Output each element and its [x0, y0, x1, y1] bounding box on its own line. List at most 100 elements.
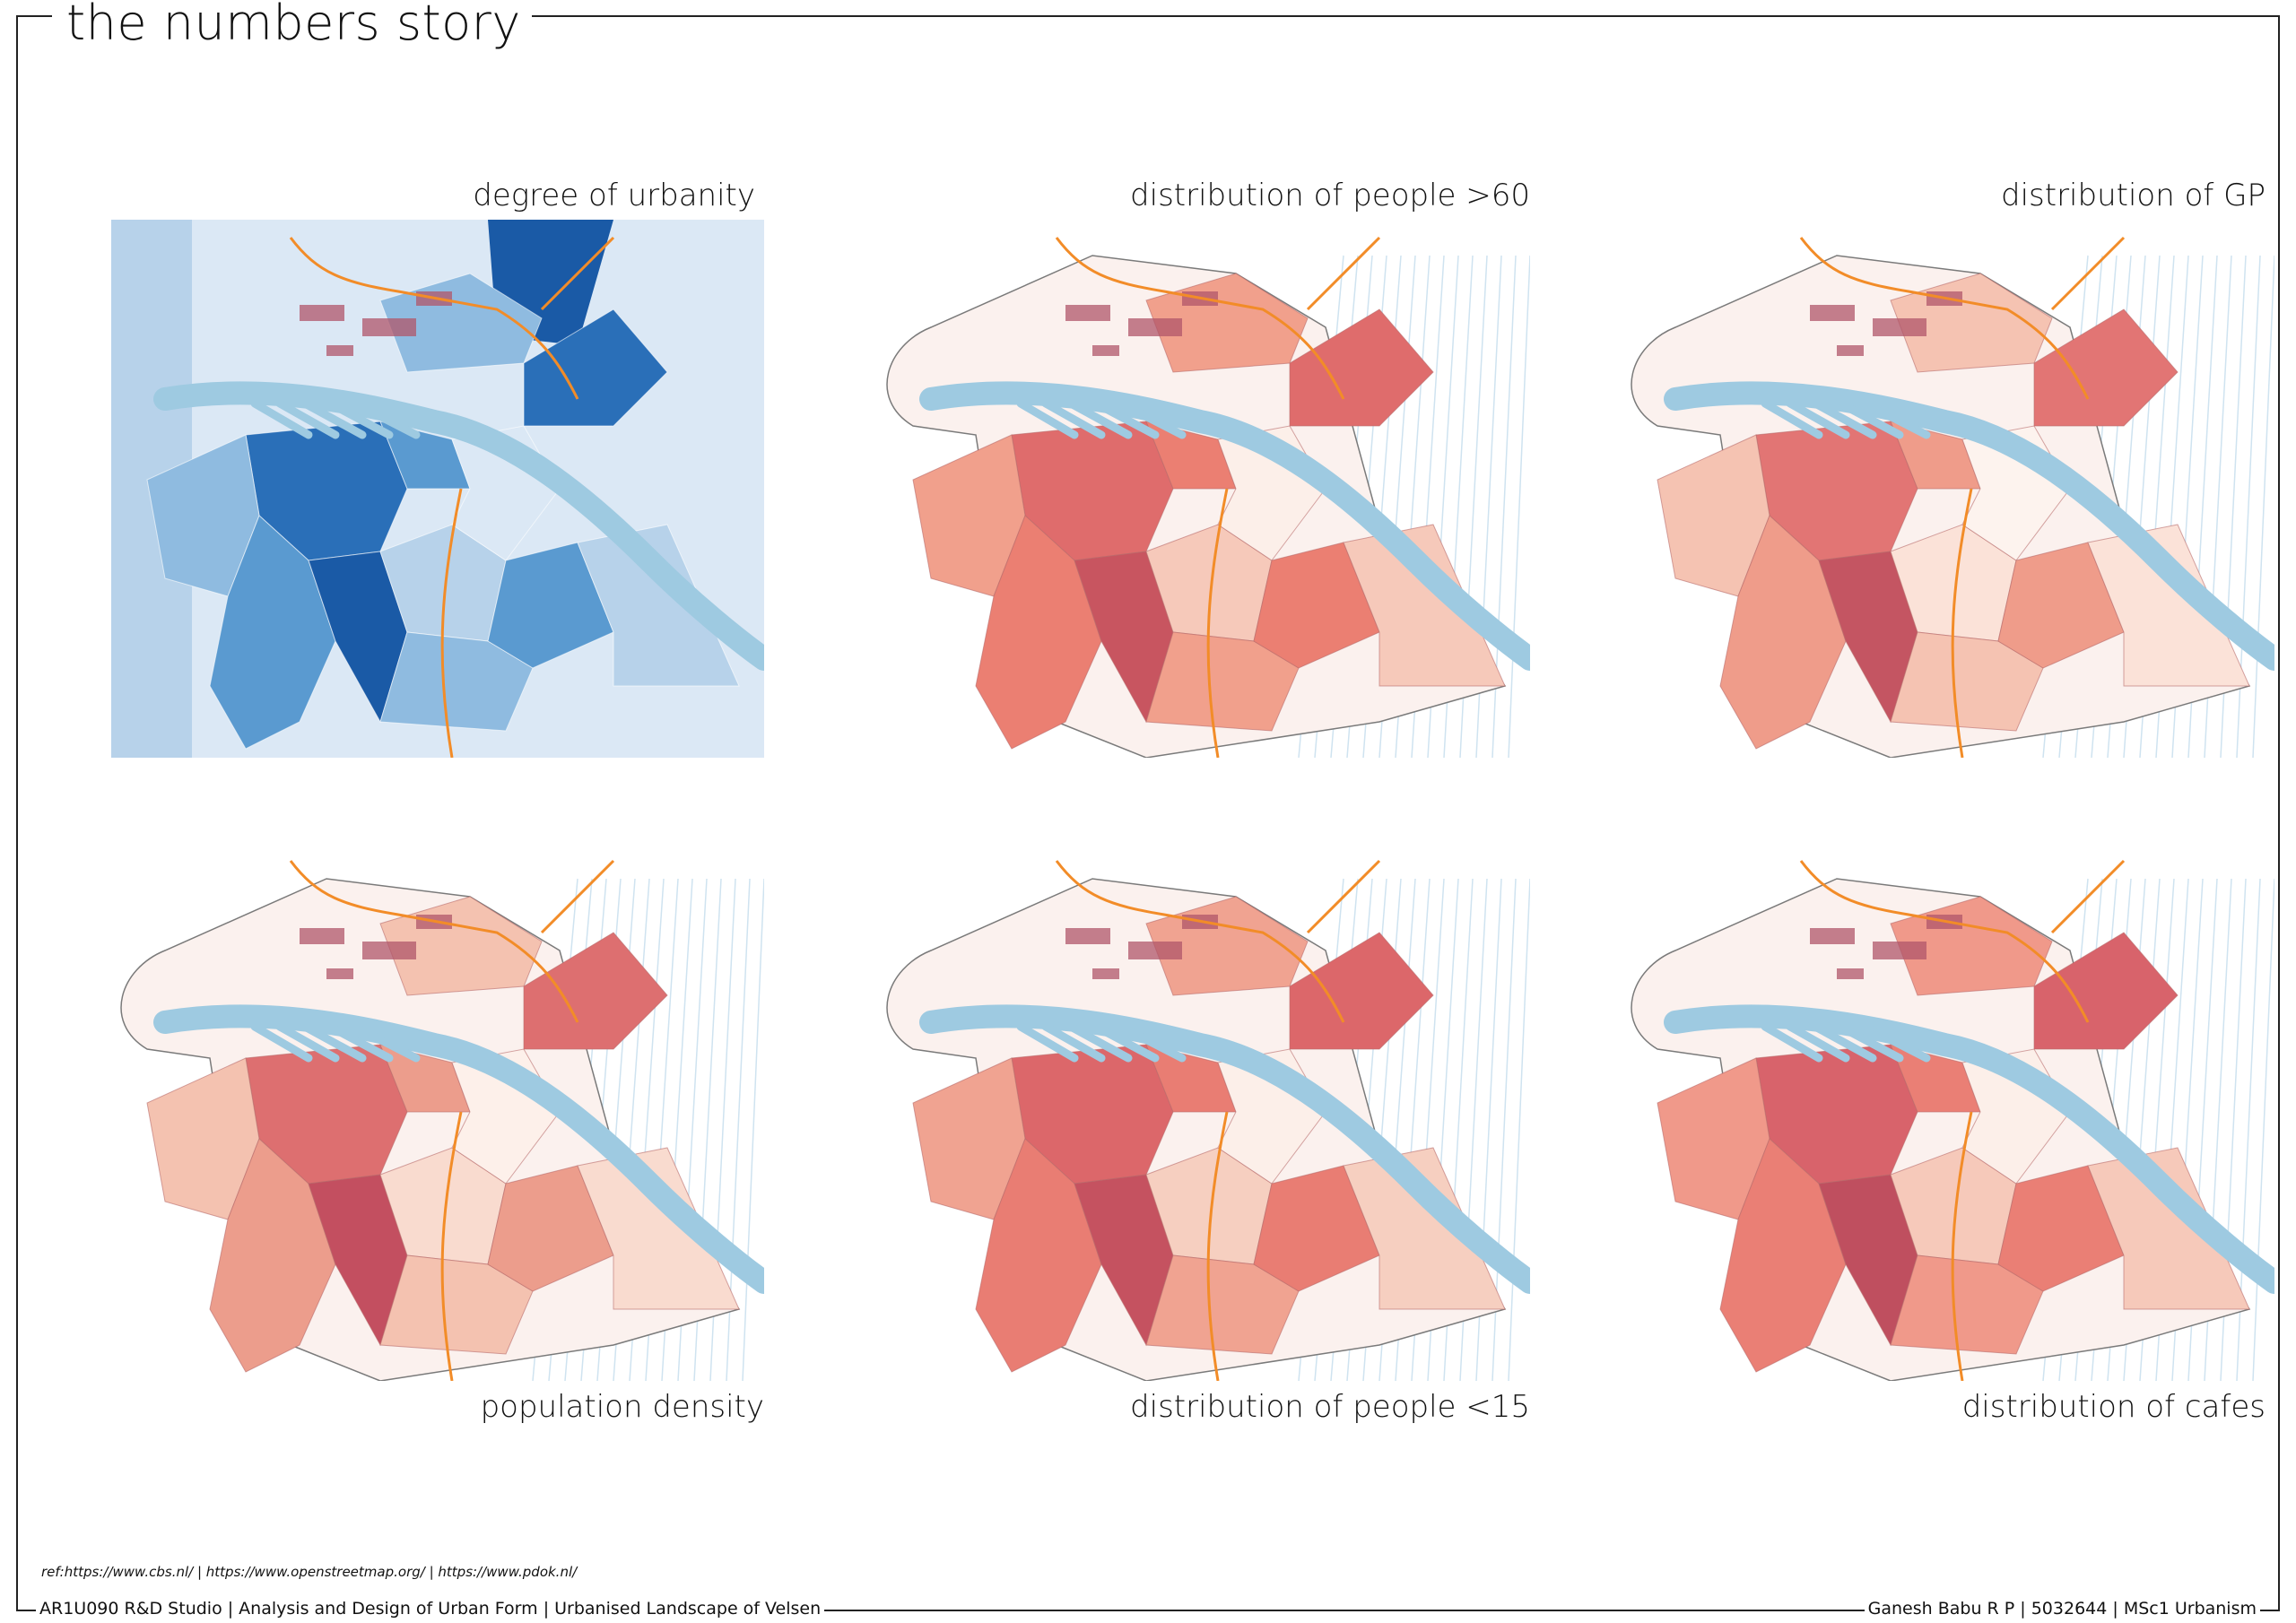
harbour-basin: [250, 399, 313, 439]
river-channel: [153, 1004, 764, 1294]
district-area: [2033, 932, 2179, 1050]
rail-line: [289, 859, 615, 1381]
industry-block: [1810, 305, 1855, 321]
rail-line: [1799, 236, 2126, 758]
label-gp: distribution of GP: [2001, 178, 2266, 213]
harbour-basin: [326, 1022, 394, 1063]
footer-course: AR1U090 R&D Studio | Analysis and Design…: [36, 1599, 825, 1619]
rail-line: [289, 236, 615, 758]
river-channel: [1664, 1004, 2274, 1294]
district-area: [1253, 1165, 1380, 1292]
frame-right: [2278, 15, 2280, 1611]
references: ref:https://www.cbs.nl/ | https://www.op…: [41, 1564, 578, 1580]
district-area: [577, 1147, 740, 1310]
harbour-basin: [351, 399, 421, 439]
canal-line: [1508, 878, 1530, 1381]
map-urbanity: [111, 220, 764, 758]
map-population-density: [111, 843, 764, 1381]
river-channel: [153, 381, 764, 671]
harbour-basin: [1761, 399, 1823, 439]
district-area: [1997, 1165, 2125, 1292]
harbour-basin: [275, 1022, 340, 1063]
district-area: [912, 434, 1026, 597]
canal-line: [2252, 255, 2274, 758]
district-area: [1289, 932, 1434, 1050]
industry-block: [1092, 968, 1119, 979]
map-people-under-15: [877, 843, 1530, 1381]
industry-block: [1092, 345, 1119, 356]
district-area: [1657, 434, 1770, 597]
district-area: [2087, 524, 2250, 687]
industry-block: [1810, 928, 1855, 944]
page-title: the numbers story: [56, 0, 532, 52]
district-area: [379, 1254, 534, 1355]
harbour-basin: [1041, 399, 1106, 439]
harbour-basin: [1066, 399, 1133, 439]
harbour-basin: [1117, 1022, 1187, 1063]
harbour-basin: [1117, 399, 1187, 439]
harbour-basin: [326, 399, 394, 439]
industry-block: [1837, 968, 1864, 979]
river-channel: [919, 381, 1530, 671]
harbour-basin: [1041, 1022, 1106, 1063]
map-gp: [1622, 220, 2274, 758]
harbour-basin: [300, 1022, 367, 1063]
industry-block: [326, 345, 353, 356]
district-area: [523, 308, 668, 427]
industry-block: [1128, 318, 1182, 336]
industry-block: [362, 942, 416, 959]
district-area: [1343, 524, 1506, 687]
harbour-basin: [275, 399, 340, 439]
harbour-basin: [1066, 1022, 1133, 1063]
frame-top-left: [16, 15, 52, 17]
industry-block: [1873, 318, 1926, 336]
district-area: [1657, 1057, 1770, 1220]
label-urbanity: degree of urbanity: [473, 178, 755, 213]
harbour-basin: [1836, 399, 1904, 439]
harbour-basin: [1091, 399, 1160, 439]
district-area: [2033, 308, 2179, 427]
rail-line: [1055, 236, 1381, 758]
industry-block: [362, 318, 416, 336]
harbour-basin: [1786, 1022, 1850, 1063]
industry-block: [326, 968, 353, 979]
district-area: [1145, 631, 1300, 732]
rail-line: [1055, 859, 1381, 1381]
choropleth-svg: [1622, 220, 2274, 758]
choropleth-svg: [111, 220, 764, 758]
label-cafes: distribution of cafes: [1961, 1389, 2266, 1425]
industry-block: [1873, 942, 1926, 959]
industry-block: [1128, 942, 1182, 959]
industry-block: [1837, 345, 1864, 356]
industry-block: [300, 305, 344, 321]
choropleth-svg: [877, 843, 1530, 1381]
district-area: [2087, 1147, 2250, 1310]
harbour-basin: [1836, 1022, 1904, 1063]
harbour-basin: [1016, 399, 1079, 439]
district-area: [379, 631, 534, 732]
harbour-basin: [1786, 399, 1850, 439]
rail-line: [1799, 859, 2126, 1381]
harbour-basin: [1016, 1022, 1079, 1063]
frame-bottom: [16, 1610, 2280, 1611]
map-cafes: [1622, 843, 2274, 1381]
district-area: [146, 1057, 260, 1220]
harbour-basin: [1811, 399, 1877, 439]
district-area: [1289, 308, 1434, 427]
label-people-over-60: distribution of people >60: [1130, 178, 1530, 213]
district-area: [146, 434, 260, 597]
harbour-basin: [1861, 399, 1931, 439]
canal-line: [2252, 878, 2274, 1381]
frame-left: [16, 15, 18, 1611]
district-area: [912, 1057, 1026, 1220]
canal-line: [1508, 255, 1530, 758]
district-area: [1253, 542, 1380, 669]
choropleth-svg: [111, 843, 764, 1381]
district-area: [1890, 631, 2044, 732]
harbour-basin: [1811, 1022, 1877, 1063]
label-population-density: population density: [480, 1389, 764, 1425]
harbour-basin: [1091, 1022, 1160, 1063]
district-area: [487, 1165, 614, 1292]
river-channel: [1664, 381, 2274, 671]
district-area: [523, 932, 668, 1050]
